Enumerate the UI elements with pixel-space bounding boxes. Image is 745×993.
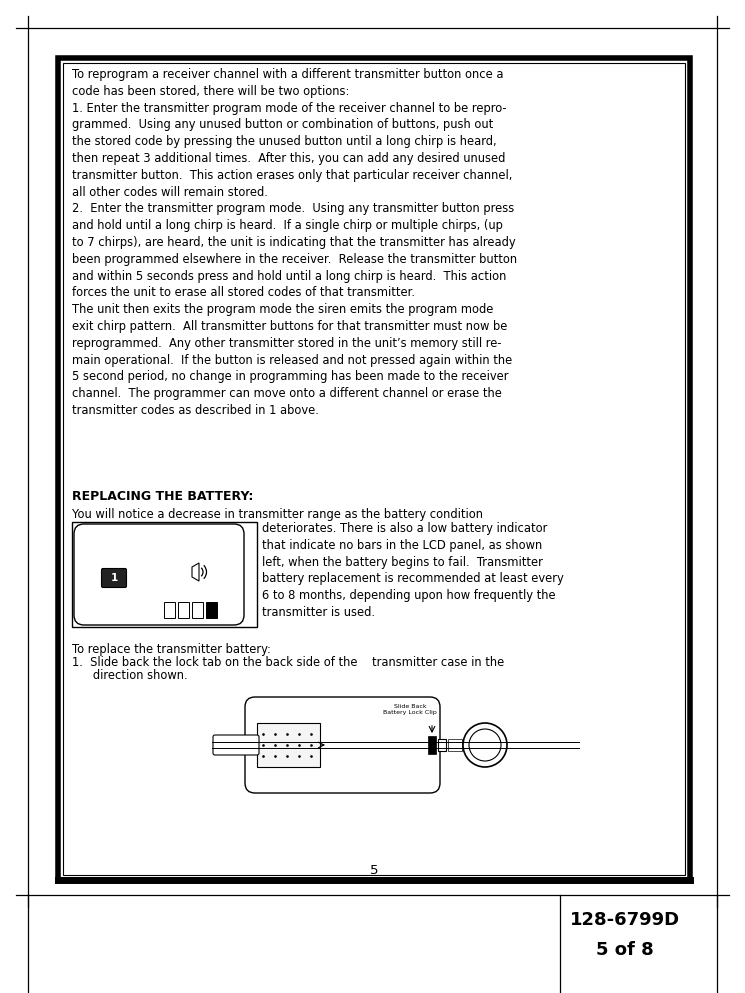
- Polygon shape: [428, 736, 436, 754]
- Circle shape: [463, 723, 507, 767]
- Polygon shape: [192, 602, 203, 618]
- Polygon shape: [63, 63, 685, 875]
- Polygon shape: [178, 602, 189, 618]
- Polygon shape: [206, 602, 217, 618]
- Circle shape: [469, 729, 501, 761]
- Text: To replace the transmitter battery:: To replace the transmitter battery:: [72, 643, 271, 656]
- Polygon shape: [257, 723, 320, 767]
- Polygon shape: [438, 739, 446, 751]
- Text: 5: 5: [370, 864, 378, 877]
- Polygon shape: [72, 522, 257, 627]
- Polygon shape: [164, 602, 175, 618]
- FancyBboxPatch shape: [101, 569, 127, 588]
- Text: 1: 1: [110, 573, 118, 583]
- Text: To reprogram a receiver channel with a different transmitter button once a
code : To reprogram a receiver channel with a d…: [72, 68, 517, 417]
- FancyBboxPatch shape: [245, 697, 440, 793]
- Text: REPLACING THE BATTERY:: REPLACING THE BATTERY:: [72, 490, 253, 503]
- Text: You will notice a decrease in transmitter range as the battery condition: You will notice a decrease in transmitte…: [72, 508, 483, 521]
- FancyBboxPatch shape: [74, 524, 244, 625]
- Polygon shape: [192, 563, 199, 581]
- FancyBboxPatch shape: [213, 735, 259, 755]
- Text: direction shown.: direction shown.: [82, 669, 188, 682]
- Text: 5 of 8: 5 of 8: [596, 941, 654, 959]
- Text: 128-6799D: 128-6799D: [570, 911, 680, 929]
- Text: deteriorates. There is also a low battery indicator
that indicate no bars in the: deteriorates. There is also a low batter…: [262, 522, 564, 619]
- Polygon shape: [448, 739, 462, 751]
- Text: 1.  Slide back the lock tab on the back side of the    transmitter case in the: 1. Slide back the lock tab on the back s…: [72, 656, 504, 669]
- Text: Slide Back
Battery Lock Clip: Slide Back Battery Lock Clip: [383, 704, 437, 715]
